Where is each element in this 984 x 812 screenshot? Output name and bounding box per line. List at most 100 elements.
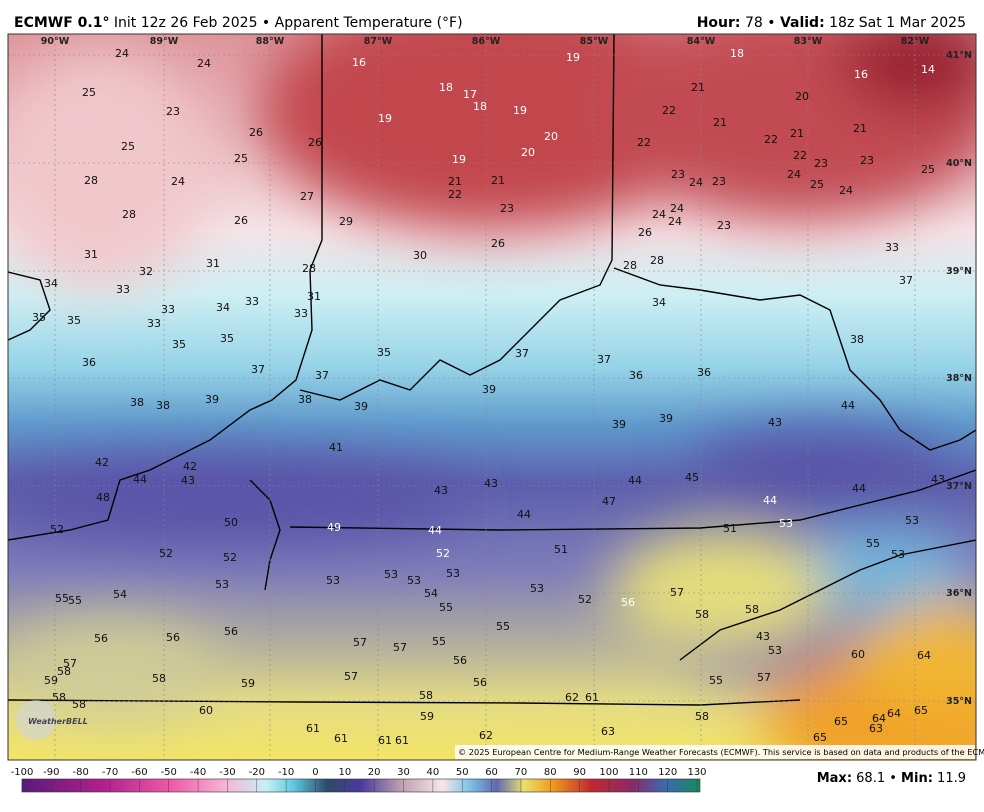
temperature-value: 57: [353, 636, 367, 649]
valid-time: Hour: 78 • Valid: 18z Sat 1 Mar 2025: [697, 15, 966, 31]
temperature-value: 45: [685, 471, 699, 484]
temperature-value: 52: [436, 547, 450, 560]
hour-label: Hour:: [697, 15, 741, 31]
temperature-value: 43: [756, 630, 770, 643]
colorbar-tick-label: -100: [11, 767, 34, 778]
temperature-value: 27: [300, 190, 314, 203]
temperature-value: 43: [484, 477, 498, 490]
temperature-value: 50: [224, 516, 238, 529]
title: ECMWF 0.1° Init 12z 26 Feb 2025 • Appare…: [14, 15, 463, 31]
temperature-value: 24: [689, 176, 703, 189]
temperature-value: 43: [768, 416, 782, 429]
colorbar-tick-label: 60: [485, 767, 498, 778]
max-label: Max:: [817, 771, 852, 786]
temperature-value: 61: [395, 734, 409, 747]
temperature-value: 26: [491, 237, 505, 250]
temperature-value: 61: [378, 734, 392, 747]
temperature-value: 21: [790, 127, 804, 140]
temperature-value: 53: [215, 578, 229, 591]
temperature-value: 31: [84, 248, 98, 261]
temperature-value: 36: [629, 369, 643, 382]
temperature-value: 35: [172, 338, 186, 351]
temperature-value: 34: [216, 301, 230, 314]
temperature-value: 56: [473, 676, 487, 689]
latitude-label: 38°N: [946, 373, 972, 384]
temperature-value: 28: [84, 174, 98, 187]
temperature-value: 52: [223, 551, 237, 564]
longitude-label: 86°W: [472, 36, 501, 47]
temperature-value: 53: [407, 574, 421, 587]
temperature-value: 64: [917, 649, 931, 662]
temperature-value: 55: [709, 674, 723, 687]
temperature-value: 58: [152, 672, 166, 685]
temperature-value: 55: [439, 601, 453, 614]
temperature-value: 18: [473, 100, 487, 113]
temperature-value: 49: [327, 521, 341, 534]
temperature-value: 21: [491, 174, 505, 187]
temperature-value: 52: [50, 523, 64, 536]
temperature-value: 56: [621, 596, 635, 609]
temperature-value: 22: [448, 188, 462, 201]
temperature-value: 16: [854, 68, 868, 81]
colorbar-tick-label: 20: [368, 767, 381, 778]
temperature-value: 31: [307, 290, 321, 303]
temperature-value: 25: [121, 140, 135, 153]
colorbar-tick-label: 70: [515, 767, 528, 778]
temperature-value: 61: [585, 691, 599, 704]
temperature-value: 58: [695, 608, 709, 621]
temperature-value: 23: [671, 168, 685, 181]
temperature-value: 65: [834, 715, 848, 728]
latitude-label: 41°N: [946, 50, 972, 61]
colorbar-tick-label: 80: [544, 767, 557, 778]
temperature-value: 19: [513, 104, 527, 117]
temperature-value: 19: [452, 153, 466, 166]
temperature-value: 47: [602, 495, 616, 508]
colorbar-tick-label: 110: [629, 767, 648, 778]
temperature-value: 58: [419, 689, 433, 702]
colorbar-tick-label: -10: [278, 767, 294, 778]
temperature-value: 52: [159, 547, 173, 560]
credit-box: [455, 745, 975, 759]
temperature-value: 24: [670, 202, 684, 215]
colorbar-tick-label: -60: [131, 767, 147, 778]
temperature-value: 23: [717, 219, 731, 232]
temperature-value: 35: [67, 314, 81, 327]
colorbar-tick-label: 10: [338, 767, 351, 778]
temperature-value: 62: [565, 691, 579, 704]
temperature-value: 43: [434, 484, 448, 497]
model: ECMWF 0.1°: [14, 15, 109, 31]
temperature-value: 62: [479, 729, 493, 742]
colorbar-tick-label: 30: [397, 767, 410, 778]
temperature-value: 34: [44, 277, 58, 290]
temperature-value: 22: [764, 133, 778, 146]
temperature-value: 37: [315, 369, 329, 382]
min-label: Min:: [901, 771, 933, 786]
latitude-label: 36°N: [946, 588, 972, 599]
colorbar-tick-label: -90: [43, 767, 59, 778]
temperature-value: 57: [757, 671, 771, 684]
temperature-value: 53: [530, 582, 544, 595]
temperature-value: 56: [224, 625, 238, 638]
temperature-value: 25: [234, 152, 248, 165]
colorbar-tick-label: 0: [312, 767, 318, 778]
temperature-value: 63: [869, 722, 883, 735]
temperature-value: 53: [891, 548, 905, 561]
temperature-value: 41: [329, 441, 343, 454]
temperature-value: 44: [517, 508, 531, 521]
temperature-value: 22: [793, 149, 807, 162]
temperature-value: 53: [779, 517, 793, 530]
hour-value: 78 •: [745, 15, 776, 31]
temperature-value: 37: [899, 274, 913, 287]
temperature-value: 26: [249, 126, 263, 139]
temperature-value: 19: [378, 112, 392, 125]
credit: © 2025 European Centre for Medium-Range …: [458, 747, 984, 757]
temperature-value: 54: [113, 588, 127, 601]
longitude-label: 85°W: [580, 36, 609, 47]
temperature-value: 59: [44, 674, 58, 687]
colorbar-tick-label: 130: [687, 767, 706, 778]
temperature-value: 55: [432, 635, 446, 648]
latitude-label: 40°N: [946, 158, 972, 169]
temperature-value: 56: [453, 654, 467, 667]
valid-value: 18z Sat 1 Mar 2025: [829, 15, 966, 31]
temperature-value: 20: [521, 146, 535, 159]
